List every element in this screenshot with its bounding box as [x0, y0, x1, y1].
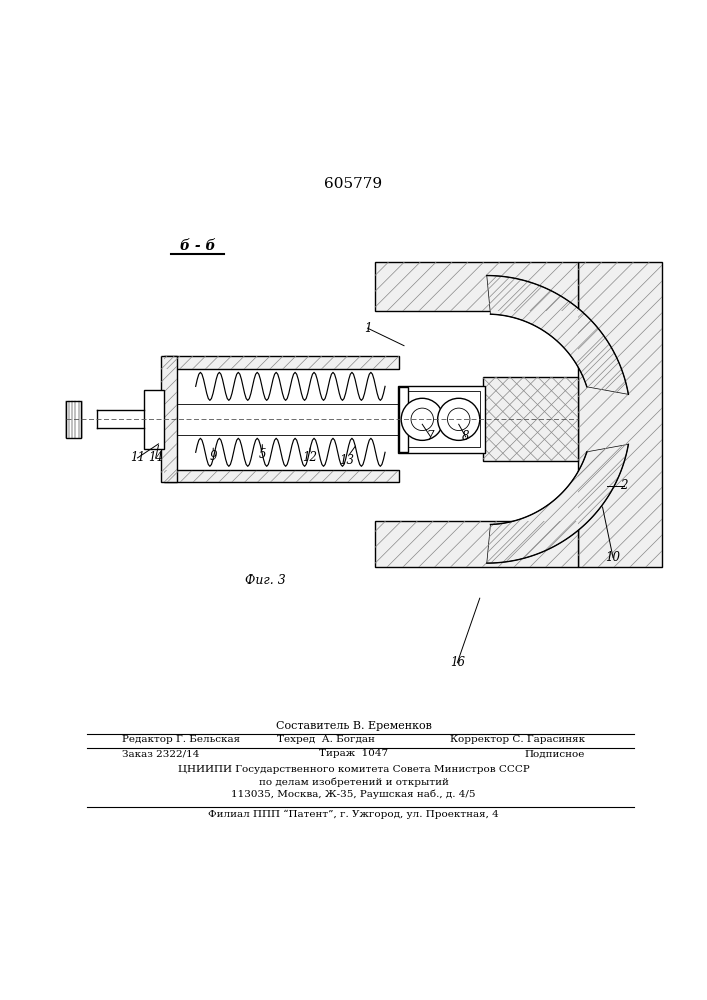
Text: ЦНИИПИ Государственного комитета Совета Министров СССР: ЦНИИПИ Государственного комитета Совета … — [177, 765, 530, 774]
Bar — [144, 390, 164, 449]
Text: 16: 16 — [450, 656, 464, 669]
Polygon shape — [375, 262, 578, 311]
Bar — [402, 391, 480, 447]
Polygon shape — [164, 470, 399, 482]
Text: Тираж  1047: Тираж 1047 — [319, 749, 388, 758]
Text: 113035, Москва, Ж-35, Раушская наб., д. 4/5: 113035, Москва, Ж-35, Раушская наб., д. … — [231, 790, 476, 799]
Bar — [398, 386, 486, 453]
Text: 9: 9 — [209, 450, 217, 463]
Polygon shape — [487, 276, 629, 394]
Text: 11: 11 — [130, 451, 145, 464]
Text: 14: 14 — [148, 451, 163, 464]
Text: 10: 10 — [605, 551, 621, 564]
Text: 7: 7 — [427, 430, 434, 443]
Text: Корректор С. Гарасиняк: Корректор С. Гарасиняк — [450, 735, 585, 744]
Text: 2: 2 — [620, 479, 627, 492]
Polygon shape — [487, 444, 629, 563]
Polygon shape — [578, 262, 662, 567]
Text: 5: 5 — [259, 448, 266, 461]
Text: 13: 13 — [339, 454, 354, 467]
Text: по делам изобретений и открытий: по делам изобретений и открытий — [259, 777, 448, 787]
Polygon shape — [484, 377, 578, 461]
Polygon shape — [164, 356, 399, 369]
Text: Фиг. 3: Фиг. 3 — [245, 574, 286, 587]
Text: 1: 1 — [364, 322, 371, 335]
Text: Филиал ППП “Патент”, г. Ужгород, ул. Проектная, 4: Филиал ППП “Патент”, г. Ужгород, ул. Про… — [208, 810, 499, 819]
Bar — [66, 401, 81, 438]
Text: Заказ 2322/14: Заказ 2322/14 — [122, 749, 199, 758]
Polygon shape — [375, 521, 578, 567]
Text: 8: 8 — [462, 430, 469, 443]
Text: Редактор Г. Бельская: Редактор Г. Бельская — [122, 735, 240, 744]
Text: Техред  А. Богдан: Техред А. Богдан — [276, 735, 375, 744]
Text: Составитель В. Еременков: Составитель В. Еременков — [276, 721, 431, 731]
Text: 12: 12 — [303, 451, 317, 464]
Text: 605779: 605779 — [325, 177, 382, 191]
Text: б - б: б - б — [180, 239, 216, 253]
Circle shape — [438, 398, 480, 440]
Polygon shape — [160, 356, 177, 482]
Circle shape — [401, 398, 443, 440]
Bar — [399, 387, 407, 452]
Text: Подписное: Подписное — [525, 749, 585, 758]
